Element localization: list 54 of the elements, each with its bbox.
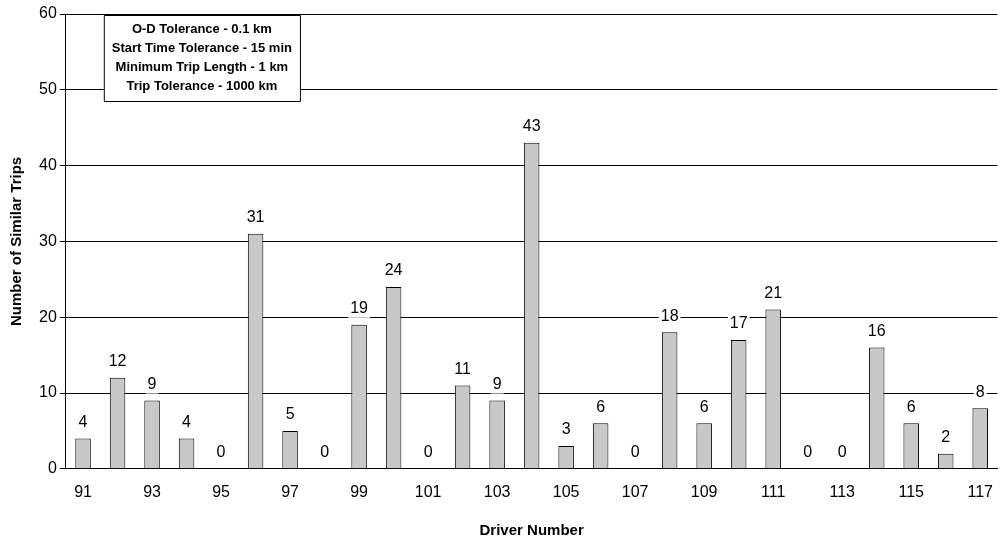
- data-label: 6: [699, 397, 709, 415]
- data-label: 18: [660, 306, 679, 324]
- data-label: 3: [561, 420, 571, 438]
- data-label: 31: [246, 208, 265, 226]
- data-label: 6: [596, 397, 606, 415]
- x-axis-title: Driver Number: [479, 521, 584, 539]
- x-tick-label: 117: [967, 482, 994, 500]
- y-tick-label: 30: [39, 231, 57, 249]
- x-tick-label: 97: [281, 482, 300, 500]
- data-label: 0: [320, 443, 330, 461]
- data-label: 11: [454, 359, 472, 377]
- data-label: 0: [803, 443, 813, 461]
- data-label: 0: [216, 443, 226, 461]
- x-tick-label: 95: [212, 482, 231, 500]
- y-tick-label: 10: [39, 383, 57, 401]
- annotation: Start Time Tolerance - 15 min: [111, 40, 292, 56]
- data-label: 5: [285, 405, 295, 423]
- data-label: 19: [350, 299, 369, 317]
- data-label: 0: [423, 443, 433, 461]
- y-tick-label: 40: [39, 156, 57, 174]
- y-tick-label: 0: [47, 459, 57, 477]
- x-tick-label: 103: [483, 482, 511, 500]
- y-tick-label: 20: [39, 307, 57, 325]
- annotation: Trip Tolerance - 1000 km: [126, 78, 278, 94]
- y-tick-label: 50: [39, 80, 57, 98]
- data-label: 21: [764, 284, 783, 302]
- x-tick-label: 101: [414, 482, 442, 500]
- data-label: 9: [492, 374, 502, 392]
- data-label: 43: [522, 117, 541, 135]
- data-label: 12: [108, 352, 127, 370]
- data-label: 24: [384, 261, 403, 279]
- data-label: 8: [975, 382, 985, 400]
- data-label: 16: [867, 321, 886, 339]
- x-tick-label: 115: [898, 482, 925, 500]
- x-tick-label: 113: [829, 482, 856, 500]
- data-label: 17: [729, 314, 748, 332]
- x-tick-label: 93: [143, 482, 162, 500]
- x-tick-label: 99: [350, 482, 369, 500]
- data-label: 4: [182, 412, 192, 430]
- annotation: O-D Tolerance - 0.1 km: [131, 21, 272, 37]
- data-label: 9: [147, 374, 157, 392]
- x-tick-label: 107: [621, 482, 649, 500]
- y-tick-label: 60: [39, 4, 57, 22]
- data-label: 2: [941, 428, 951, 446]
- annotation: Minimum Trip Length - 1 km: [115, 59, 289, 75]
- y-axis-title: Number of Similar Trips: [7, 156, 25, 327]
- x-tick-label: 109: [690, 482, 718, 500]
- data-label: 6: [906, 397, 916, 415]
- x-tick-label: 105: [552, 482, 580, 500]
- x-tick-label: 91: [74, 482, 93, 500]
- data-label: 0: [837, 443, 847, 461]
- x-tick-label: 111: [761, 482, 786, 500]
- data-label: 4: [78, 412, 88, 430]
- data-label: 0: [630, 443, 640, 461]
